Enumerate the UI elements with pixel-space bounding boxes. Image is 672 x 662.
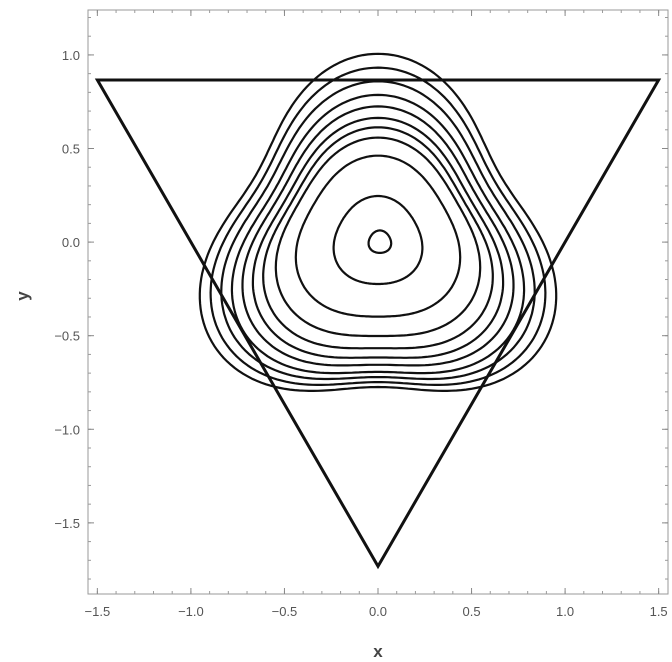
y-axis-label: y (13, 291, 32, 301)
contour-line-11 (198, 52, 558, 392)
contours-group (198, 52, 558, 392)
x-tick-label: 0.5 (463, 604, 481, 619)
contour-line-3 (294, 154, 462, 318)
boundary-group (94, 78, 662, 570)
x-tick-label: 0.0 (369, 604, 387, 619)
y-tick-label: 1.0 (62, 48, 80, 63)
plot-frame (87, 9, 669, 595)
contour-line-8 (230, 93, 526, 375)
contour-line-7 (241, 105, 515, 367)
x-tick-label: −0.5 (272, 604, 298, 619)
x-tick-label: −1.0 (178, 604, 204, 619)
y-tick-label: −0.5 (54, 329, 80, 344)
x-tick-label: −1.5 (85, 604, 111, 619)
contour-line-9 (220, 80, 536, 381)
y-tick-label: −1.5 (54, 516, 80, 531)
triangle-boundary (94, 78, 662, 570)
y-tick-label: −1.0 (54, 422, 80, 437)
contour-line-4 (274, 136, 482, 338)
contour-line-1 (367, 229, 393, 254)
x-tick-label: 1.0 (556, 604, 574, 619)
x-axis-label: x (373, 642, 383, 661)
plot-frame-group (87, 9, 669, 595)
contour-line-5 (262, 126, 494, 350)
x-tick-label: 1.5 (650, 604, 668, 619)
contour-line-6 (251, 116, 505, 359)
contour-line-2 (332, 194, 424, 286)
contour-line-10 (209, 66, 547, 386)
x-ticks-group: −1.5 −1.0 −0.5 0.0 0.5 1.0 1.5 (85, 10, 668, 619)
y-tick-label: 0.0 (62, 235, 80, 250)
y-tick-label: 0.5 (62, 142, 80, 157)
y-ticks-group: 1.0 0.5 0.0 −0.5 −1.0 −1.5 (54, 16, 668, 580)
